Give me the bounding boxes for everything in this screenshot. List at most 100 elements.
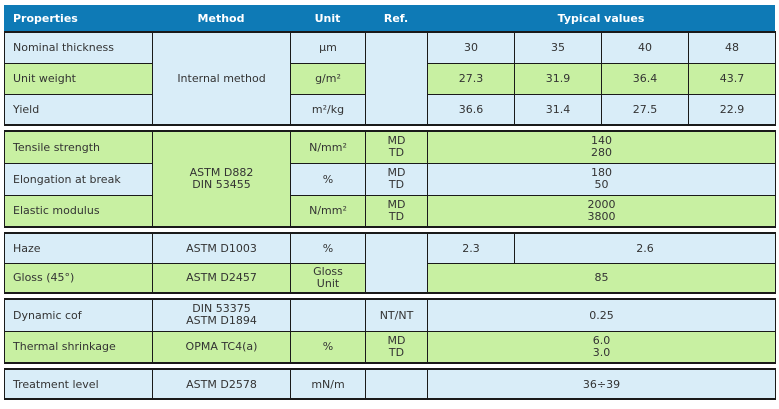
property-cell: Yield bbox=[4, 93, 153, 126]
method-cell: OPMA TC4(a) bbox=[152, 330, 291, 364]
ref-line: TD bbox=[388, 209, 405, 223]
value-cell: 31.4 bbox=[514, 93, 602, 126]
value-cell: 140 280 bbox=[427, 130, 776, 164]
method-line: DIN 53455 bbox=[192, 178, 251, 191]
value-cell: 36.6 bbox=[427, 93, 515, 126]
unit-cell bbox=[290, 298, 366, 332]
unit-line: Unit bbox=[316, 276, 340, 290]
method-cell: ASTM D882 DIN 53455 bbox=[152, 130, 291, 228]
property-cell: Thermal shrinkage bbox=[4, 330, 153, 364]
value-cell: 35 bbox=[514, 31, 602, 64]
header-ref: Ref. bbox=[365, 5, 427, 31]
value-cell: 2000 3800 bbox=[427, 194, 776, 228]
value-cell: 0.25 bbox=[427, 298, 776, 332]
table-row: Tensile strength ASTM D882 DIN 53455 N/m… bbox=[4, 130, 776, 228]
method-cell: DIN 53375 ASTM D1894 bbox=[152, 298, 291, 332]
ref-line: MD bbox=[387, 166, 406, 179]
unit-cell: % bbox=[290, 330, 366, 364]
method-line: DIN 53375 bbox=[192, 302, 251, 316]
value-line: 3.0 bbox=[592, 345, 611, 359]
value-line: 140 bbox=[591, 134, 612, 148]
table-row: Unit weight g/m² 27.3 31.9 36.4 43.7 bbox=[4, 62, 776, 95]
unit-cell: µm bbox=[290, 31, 366, 64]
properties-datasheet-table: Properties Method Unit Ref. Typical valu… bbox=[4, 5, 777, 400]
value-cell: 43.7 bbox=[688, 62, 776, 95]
table-row: Thermal shrinkage OPMA TC4(a) % MD TD 6.… bbox=[4, 330, 776, 364]
value-line: 280 bbox=[591, 146, 612, 160]
ref-line: TD bbox=[388, 345, 405, 359]
ref-cell: MD TD bbox=[365, 130, 428, 164]
method-cell: ASTM D2457 bbox=[152, 262, 291, 294]
unit-cell: m²/kg bbox=[290, 93, 366, 126]
ref-cell: MD TD bbox=[365, 162, 428, 196]
mechanical-section-table: Tensile strength ASTM D882 DIN 53455 N/m… bbox=[4, 130, 776, 228]
property-cell: Gloss (45°) bbox=[4, 262, 153, 294]
unit-cell: g/m² bbox=[290, 62, 366, 95]
value-cell: 36.4 bbox=[601, 62, 689, 95]
ref-cell: MD TD bbox=[365, 330, 428, 364]
table-row: Elastic modulus N/mm² MD TD 2000 3800 bbox=[4, 194, 776, 228]
table-header-row: Properties Method Unit Ref. Typical valu… bbox=[4, 5, 776, 31]
property-cell: Nominal thickness bbox=[4, 31, 153, 64]
ref-line: TD bbox=[388, 178, 405, 191]
table-row: Elongation at break % MD TD 180 50 bbox=[4, 162, 776, 196]
method-line: ASTM D882 bbox=[189, 166, 254, 179]
ref-line: TD bbox=[388, 146, 405, 160]
table-row: Dynamic cof DIN 53375 ASTM D1894 NT/NT 0… bbox=[4, 298, 776, 332]
method-cell: ASTM D1003 bbox=[152, 232, 291, 264]
value-cell: 27.5 bbox=[601, 93, 689, 126]
value-line: 50 bbox=[594, 178, 609, 191]
value-cell: 85 bbox=[426, 262, 777, 294]
ref-cell: NT/NT bbox=[365, 298, 428, 332]
ref-cell: MD TD bbox=[365, 194, 428, 228]
table-row: Treatment level ASTM D2578 mN/m 36÷39 bbox=[4, 368, 777, 400]
value-cell: 2.6 bbox=[513, 232, 777, 264]
unit-cell: Gloss Unit bbox=[290, 262, 366, 294]
unit-line: Gloss bbox=[313, 264, 343, 278]
unit-cell: % bbox=[290, 232, 366, 264]
property-cell: Unit weight bbox=[4, 62, 153, 95]
unit-cell: N/mm² bbox=[290, 130, 366, 164]
header-typical-values: Typical values bbox=[427, 5, 776, 31]
value-cell: 30 bbox=[427, 31, 515, 64]
ref-cell bbox=[365, 368, 428, 400]
value-cell: 31.9 bbox=[514, 62, 602, 95]
treatment-section-table: Treatment level ASTM D2578 mN/m 36÷39 bbox=[4, 368, 777, 400]
property-cell: Elastic modulus bbox=[4, 194, 153, 228]
value-line: 3800 bbox=[587, 209, 616, 223]
value-cell: 22.9 bbox=[688, 93, 776, 126]
ref-cell bbox=[365, 31, 428, 126]
property-cell: Tensile strength bbox=[4, 130, 153, 164]
method-cell: ASTM D2578 bbox=[152, 368, 291, 400]
method-line: ASTM D1894 bbox=[186, 314, 257, 328]
value-cell: 27.3 bbox=[427, 62, 515, 95]
value-cell: 48 bbox=[688, 31, 776, 64]
table-row: Nominal thickness Internal method µm 30 … bbox=[4, 31, 776, 126]
table-row: Gloss (45°) ASTM D2457 Gloss Unit 85 bbox=[4, 262, 777, 294]
optical-section-table: Haze ASTM D1003 % 2.3 2.6 Gloss (45°) AS… bbox=[4, 232, 777, 294]
value-cell: 40 bbox=[601, 31, 689, 64]
value-cell: 36÷39 bbox=[426, 368, 777, 400]
method-cell: Internal method bbox=[152, 31, 291, 126]
surface-section-table: Dynamic cof DIN 53375 ASTM D1894 NT/NT 0… bbox=[4, 298, 776, 364]
ref-line: MD bbox=[387, 134, 406, 148]
property-cell: Elongation at break bbox=[4, 162, 153, 196]
property-cell: Dynamic cof bbox=[4, 298, 153, 332]
ref-cell bbox=[365, 232, 428, 294]
header-properties: Properties bbox=[4, 5, 152, 31]
table-row: Haze ASTM D1003 % 2.3 2.6 bbox=[4, 232, 777, 294]
value-cell: 180 50 bbox=[427, 162, 776, 196]
property-cell: Treatment level bbox=[4, 368, 153, 400]
value-line: 6.0 bbox=[592, 333, 611, 347]
value-line: 180 bbox=[591, 166, 612, 179]
ref-line: MD bbox=[387, 197, 406, 211]
thickness-section-table: Nominal thickness Internal method µm 30 … bbox=[4, 31, 776, 126]
value-cell: 6.0 3.0 bbox=[427, 330, 776, 364]
property-cell: Haze bbox=[4, 232, 153, 264]
value-cell: 2.3 bbox=[427, 232, 515, 264]
unit-cell: N/mm² bbox=[290, 194, 366, 228]
unit-cell: % bbox=[290, 162, 366, 196]
header-unit: Unit bbox=[290, 5, 365, 31]
table-row: Yield m²/kg 36.6 31.4 27.5 22.9 bbox=[4, 93, 776, 126]
ref-line: MD bbox=[387, 333, 406, 347]
